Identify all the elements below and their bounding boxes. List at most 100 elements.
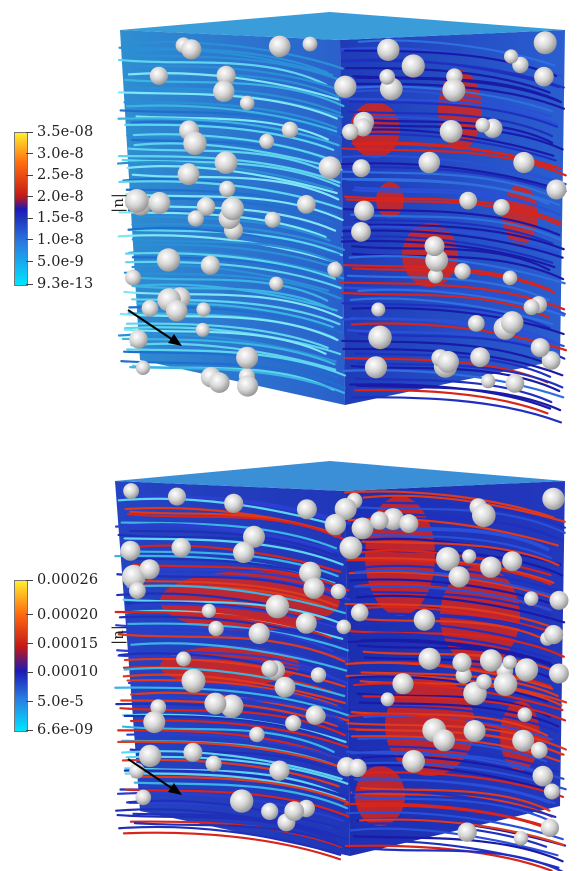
streamline bbox=[132, 48, 333, 77]
particle-sphere bbox=[125, 269, 141, 286]
particle-spheres bbox=[124, 31, 567, 397]
tick-label: 0.00010 bbox=[37, 664, 99, 681]
streamline bbox=[354, 186, 548, 212]
colorbar-tick: 3.5e-08 bbox=[26, 125, 93, 139]
particle-sphere bbox=[201, 603, 216, 618]
streamline bbox=[346, 722, 567, 751]
particle-sphere bbox=[284, 801, 305, 821]
particle-sphere bbox=[129, 582, 146, 599]
particle-sphere bbox=[214, 151, 238, 175]
streamline bbox=[124, 260, 342, 290]
particle-sphere bbox=[379, 69, 396, 85]
streamline bbox=[358, 223, 565, 251]
colorbar-quantity-label: |u| bbox=[110, 625, 129, 645]
cube-top-face bbox=[120, 12, 565, 40]
streamline bbox=[128, 40, 344, 70]
particle-sphere bbox=[156, 248, 181, 272]
streamlines bbox=[116, 39, 568, 424]
particle-sphere bbox=[208, 620, 224, 637]
particle-sphere bbox=[177, 163, 200, 186]
particle-sphere bbox=[318, 156, 342, 180]
streamline bbox=[124, 252, 336, 280]
particle-sphere bbox=[433, 729, 455, 752]
particle-sphere bbox=[285, 715, 302, 732]
streamline bbox=[344, 844, 553, 871]
particle-sphere bbox=[265, 594, 290, 619]
streamline bbox=[362, 494, 566, 523]
particle-sphere bbox=[334, 498, 357, 520]
streamline bbox=[363, 771, 565, 798]
colorbar-tick: 0.00020 bbox=[26, 607, 98, 622]
streamline bbox=[132, 812, 348, 841]
tick-label: 9.3e-13 bbox=[37, 276, 94, 292]
tick-label: 5.0e-9 bbox=[37, 253, 84, 270]
streamline bbox=[118, 46, 329, 74]
particle-sphere bbox=[261, 802, 279, 820]
streamline bbox=[124, 123, 335, 151]
streamline bbox=[130, 120, 332, 148]
particle-sphere bbox=[138, 744, 162, 768]
particle-sphere bbox=[339, 536, 363, 560]
particle-sphere bbox=[141, 300, 159, 317]
streamline bbox=[117, 117, 340, 147]
top-streamline-render bbox=[116, 12, 568, 424]
particle-sphere bbox=[470, 347, 490, 368]
particle-sphere bbox=[221, 197, 245, 221]
particle-sphere bbox=[517, 707, 533, 722]
streamline bbox=[116, 649, 332, 677]
streamline bbox=[359, 617, 550, 643]
particle-sphere bbox=[269, 760, 290, 781]
streamline bbox=[123, 290, 343, 320]
tick-label: 0.00015 bbox=[37, 635, 99, 652]
colorbar-tick: 1.0e-8 bbox=[26, 233, 84, 247]
colorbar bbox=[14, 132, 28, 286]
particle-sphere bbox=[237, 375, 259, 397]
particle-sphere bbox=[196, 302, 211, 317]
streamline bbox=[338, 97, 559, 126]
streamline bbox=[355, 384, 562, 412]
streamline bbox=[126, 679, 338, 707]
particle-sphere bbox=[436, 547, 460, 571]
particle-spheres bbox=[120, 483, 569, 846]
streamline bbox=[360, 787, 551, 812]
particle-sphere bbox=[171, 538, 191, 558]
particle-sphere bbox=[336, 619, 352, 635]
particle-sphere bbox=[209, 372, 230, 393]
particle-sphere bbox=[493, 199, 510, 216]
streamline bbox=[117, 633, 346, 663]
particle-sphere bbox=[310, 667, 327, 683]
particle-sphere bbox=[187, 210, 204, 227]
particle-sphere bbox=[166, 300, 188, 322]
particle-sphere bbox=[530, 741, 548, 759]
streamline bbox=[123, 271, 342, 300]
streamline bbox=[114, 686, 351, 717]
streamline bbox=[130, 642, 348, 672]
streamline bbox=[349, 611, 559, 639]
streamline bbox=[115, 808, 337, 839]
streamline bbox=[133, 243, 343, 272]
streamline bbox=[352, 745, 560, 774]
particle-sphere bbox=[296, 195, 316, 214]
streamline bbox=[345, 811, 564, 841]
particle-sphere bbox=[505, 374, 525, 393]
particle-sphere bbox=[399, 514, 419, 534]
particle-sphere bbox=[368, 325, 392, 350]
streamline bbox=[136, 64, 343, 92]
particle-sphere bbox=[351, 517, 374, 540]
streamline bbox=[123, 78, 345, 108]
particle-sphere bbox=[523, 299, 540, 316]
streamline bbox=[123, 537, 344, 566]
streamline bbox=[117, 729, 332, 757]
streamline bbox=[129, 529, 338, 557]
colorbar-tick: 3.0e-8 bbox=[26, 146, 84, 161]
streamline bbox=[352, 189, 562, 217]
streamline bbox=[117, 234, 339, 264]
particle-sphere bbox=[249, 726, 265, 743]
streamline bbox=[345, 198, 561, 227]
colorbar-tick: 6.6e-09 bbox=[26, 723, 93, 737]
particle-sphere bbox=[513, 831, 529, 846]
streamline bbox=[355, 605, 556, 634]
streamline bbox=[353, 682, 564, 712]
streamline bbox=[345, 67, 551, 94]
particle-sphere bbox=[264, 211, 281, 228]
